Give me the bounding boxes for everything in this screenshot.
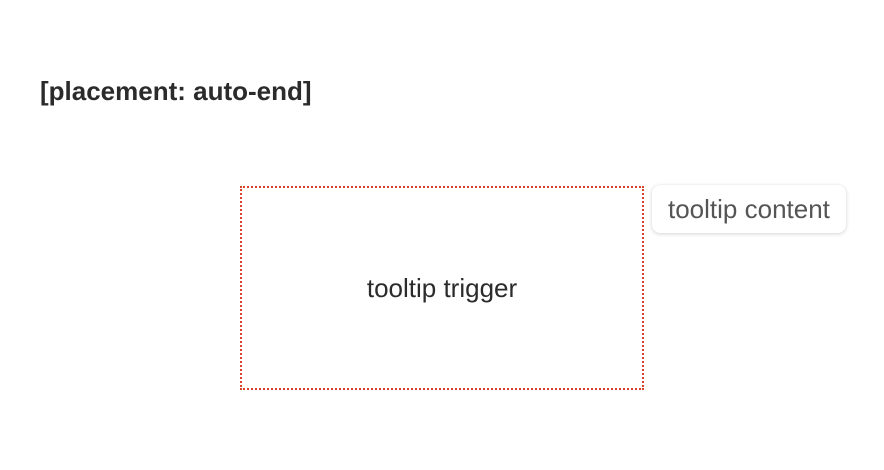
tooltip-content-text: tooltip content xyxy=(668,193,830,224)
placement-heading: [placement: auto-end] xyxy=(40,76,312,106)
tooltip-trigger[interactable]: tooltip trigger xyxy=(240,186,644,390)
tooltip-trigger-label: tooltip trigger xyxy=(366,272,518,303)
tooltip-popup: tooltip content xyxy=(652,185,846,233)
